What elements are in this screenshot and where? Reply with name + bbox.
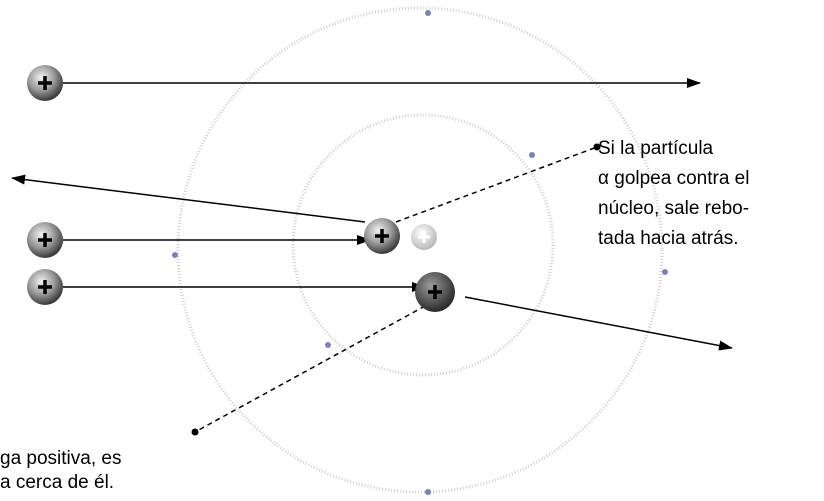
callout-right: Si la partícula α golpea contra el núcle… (598, 138, 749, 249)
alpha-particle (27, 269, 63, 305)
outer-orbit (178, 8, 662, 492)
orbits (178, 8, 662, 492)
leader-dot (192, 429, 199, 436)
electron (425, 489, 431, 495)
electron (325, 342, 331, 348)
electron (662, 269, 668, 275)
electron (529, 152, 535, 158)
rutherford-diagram: Si la partícula α golpea contra el núcle… (0, 0, 824, 501)
leader-line (195, 306, 425, 432)
leaders (195, 147, 597, 432)
trajectory (465, 297, 732, 348)
electron (425, 10, 431, 16)
alpha-particle (27, 222, 63, 258)
callout-left: ga positiva, es a cerca de él. (0, 448, 121, 493)
nucleus (415, 272, 455, 312)
callout-line: Si la partícula (598, 138, 714, 159)
alpha-particle (364, 218, 400, 254)
callout-line: ga positiva, es (0, 448, 121, 469)
callout-line: tada hacia atrás. (598, 228, 738, 249)
electron (172, 252, 178, 258)
alpha-particle-ghost (411, 224, 437, 250)
callout-line: α golpea contra el (598, 168, 749, 189)
callout-line: núcleo, sale rebo- (598, 198, 749, 219)
trajectory (12, 178, 365, 222)
leader-line (396, 147, 597, 222)
callout-line: a cerca de él. (0, 472, 114, 493)
alpha-particle (27, 65, 63, 101)
